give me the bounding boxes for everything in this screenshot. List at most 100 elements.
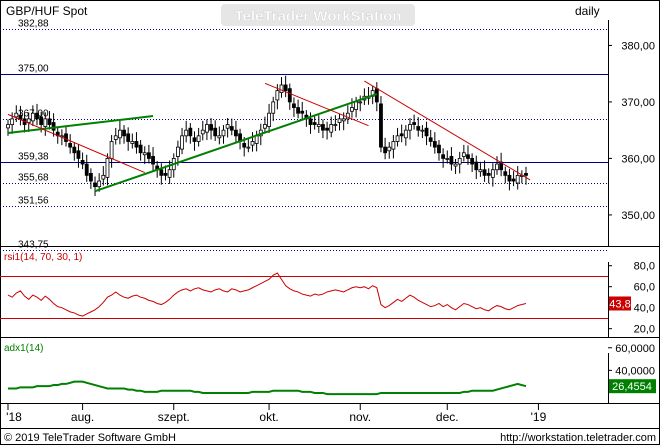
candle-2 [14,105,19,122]
candle-121 [507,168,512,191]
price-tick-label-2: 360,00 [621,153,655,165]
candle-28 [122,125,126,144]
candle-body-23 [101,174,106,180]
candle-89 [374,82,379,112]
candle-body-53 [225,124,230,129]
candle-body-80 [337,118,342,123]
candle-body-73 [308,118,313,125]
candle-body-109 [457,158,462,165]
candle-body-14 [64,133,68,142]
candle-body-77 [325,127,329,131]
candle-16 [72,142,77,161]
candle-124 [519,170,524,184]
candle-body-118 [495,163,499,171]
price-tick-label-1: 370,00 [621,97,655,109]
candle-26 [113,127,118,145]
candle-body-100 [420,129,425,132]
candle-body-1 [10,118,15,125]
candle-103 [432,132,437,154]
candle-body-9 [43,118,48,127]
rsi-panel: rsi1(14, 70, 30, 1) 80,0 60,0 40,0 20,0 43,8 [0,252,655,336]
candle-body-49 [209,124,213,131]
candle-80 [337,113,342,131]
candle-body-35 [151,156,155,165]
adx-value-badge [609,379,656,394]
candle-body-39 [167,169,172,178]
candle-34 [146,144,151,164]
candle-body-38 [163,172,168,176]
candle-60 [254,130,259,152]
candle-body-17 [76,150,81,159]
x-tick-label-3: okt. [259,410,278,424]
candle-body-30 [130,141,135,144]
adx-value-label: 26,4554 [612,381,652,393]
x-tick-label-4: nov. [349,410,371,424]
candle-123 [515,166,520,190]
candle-body-91 [383,146,388,154]
candle-53 [225,118,230,138]
rsi-title: rsi1(14, 70, 30, 1) [4,252,82,263]
x-tick-label-2: szept. [158,410,190,424]
candle-body-67 [283,84,288,92]
candle-body-113 [474,161,479,171]
candle-body-120 [503,171,508,176]
candle-91 [383,137,388,160]
candle-59 [250,132,255,152]
candle-body-2 [14,112,19,118]
candle-90 [379,95,383,153]
candle-body-102 [428,137,433,142]
candle-body-65 [275,90,280,101]
footer-url[interactable]: http://workstation.teletrader.com [500,432,656,444]
candle-body-22 [97,180,102,188]
candle-19 [84,154,89,182]
watermark-text: TeleTrader WorkStation [235,8,402,25]
candle-69 [292,97,296,117]
candle-50 [213,120,218,141]
trendline-resistance-4 [364,80,531,181]
candle-45 [192,131,197,151]
candle-body-95 [399,133,404,137]
candle-body-8 [39,116,44,125]
candle-body-18 [80,160,85,165]
candle-body-101 [424,127,429,137]
candle-body-110 [461,152,466,157]
candle-64 [271,96,276,122]
candle-68 [287,83,292,110]
candle-102 [428,129,433,147]
candle-body-71 [300,110,305,114]
candle-23 [101,166,106,186]
candle-32 [138,140,143,161]
candle-55 [234,120,238,143]
candle-body-29 [126,133,131,142]
candle-104 [437,140,441,161]
candle-9 [43,112,48,136]
candle-113 [474,155,479,180]
candle-29 [126,127,131,151]
adx-tick-label-1: 40,0000 [615,365,655,377]
candle-70 [296,99,300,119]
trendline-support-0 [7,115,154,134]
candle-42 [180,127,184,155]
candle-body-41 [176,146,180,157]
candle-18 [80,152,85,170]
candle-0 [6,119,10,136]
candle-30 [130,133,135,149]
candle-body-81 [341,118,346,122]
candle-96 [403,125,408,146]
candle-67 [283,75,288,98]
candle-120 [503,166,508,184]
candle-body-114 [478,169,483,173]
candle-body-52 [221,129,226,137]
candle-body-55 [234,129,238,137]
candle-body-96 [403,129,408,139]
candle-77 [325,121,329,140]
candle-body-99 [416,126,421,131]
candle-body-19 [84,163,89,176]
candle-125 [524,166,528,185]
candle-35 [151,147,155,171]
candle-46 [196,127,201,147]
x-tick-label-5: dec. [436,410,459,424]
instrument-title: GBP/HUF Spot [6,4,88,18]
candle-body-83 [350,107,354,112]
